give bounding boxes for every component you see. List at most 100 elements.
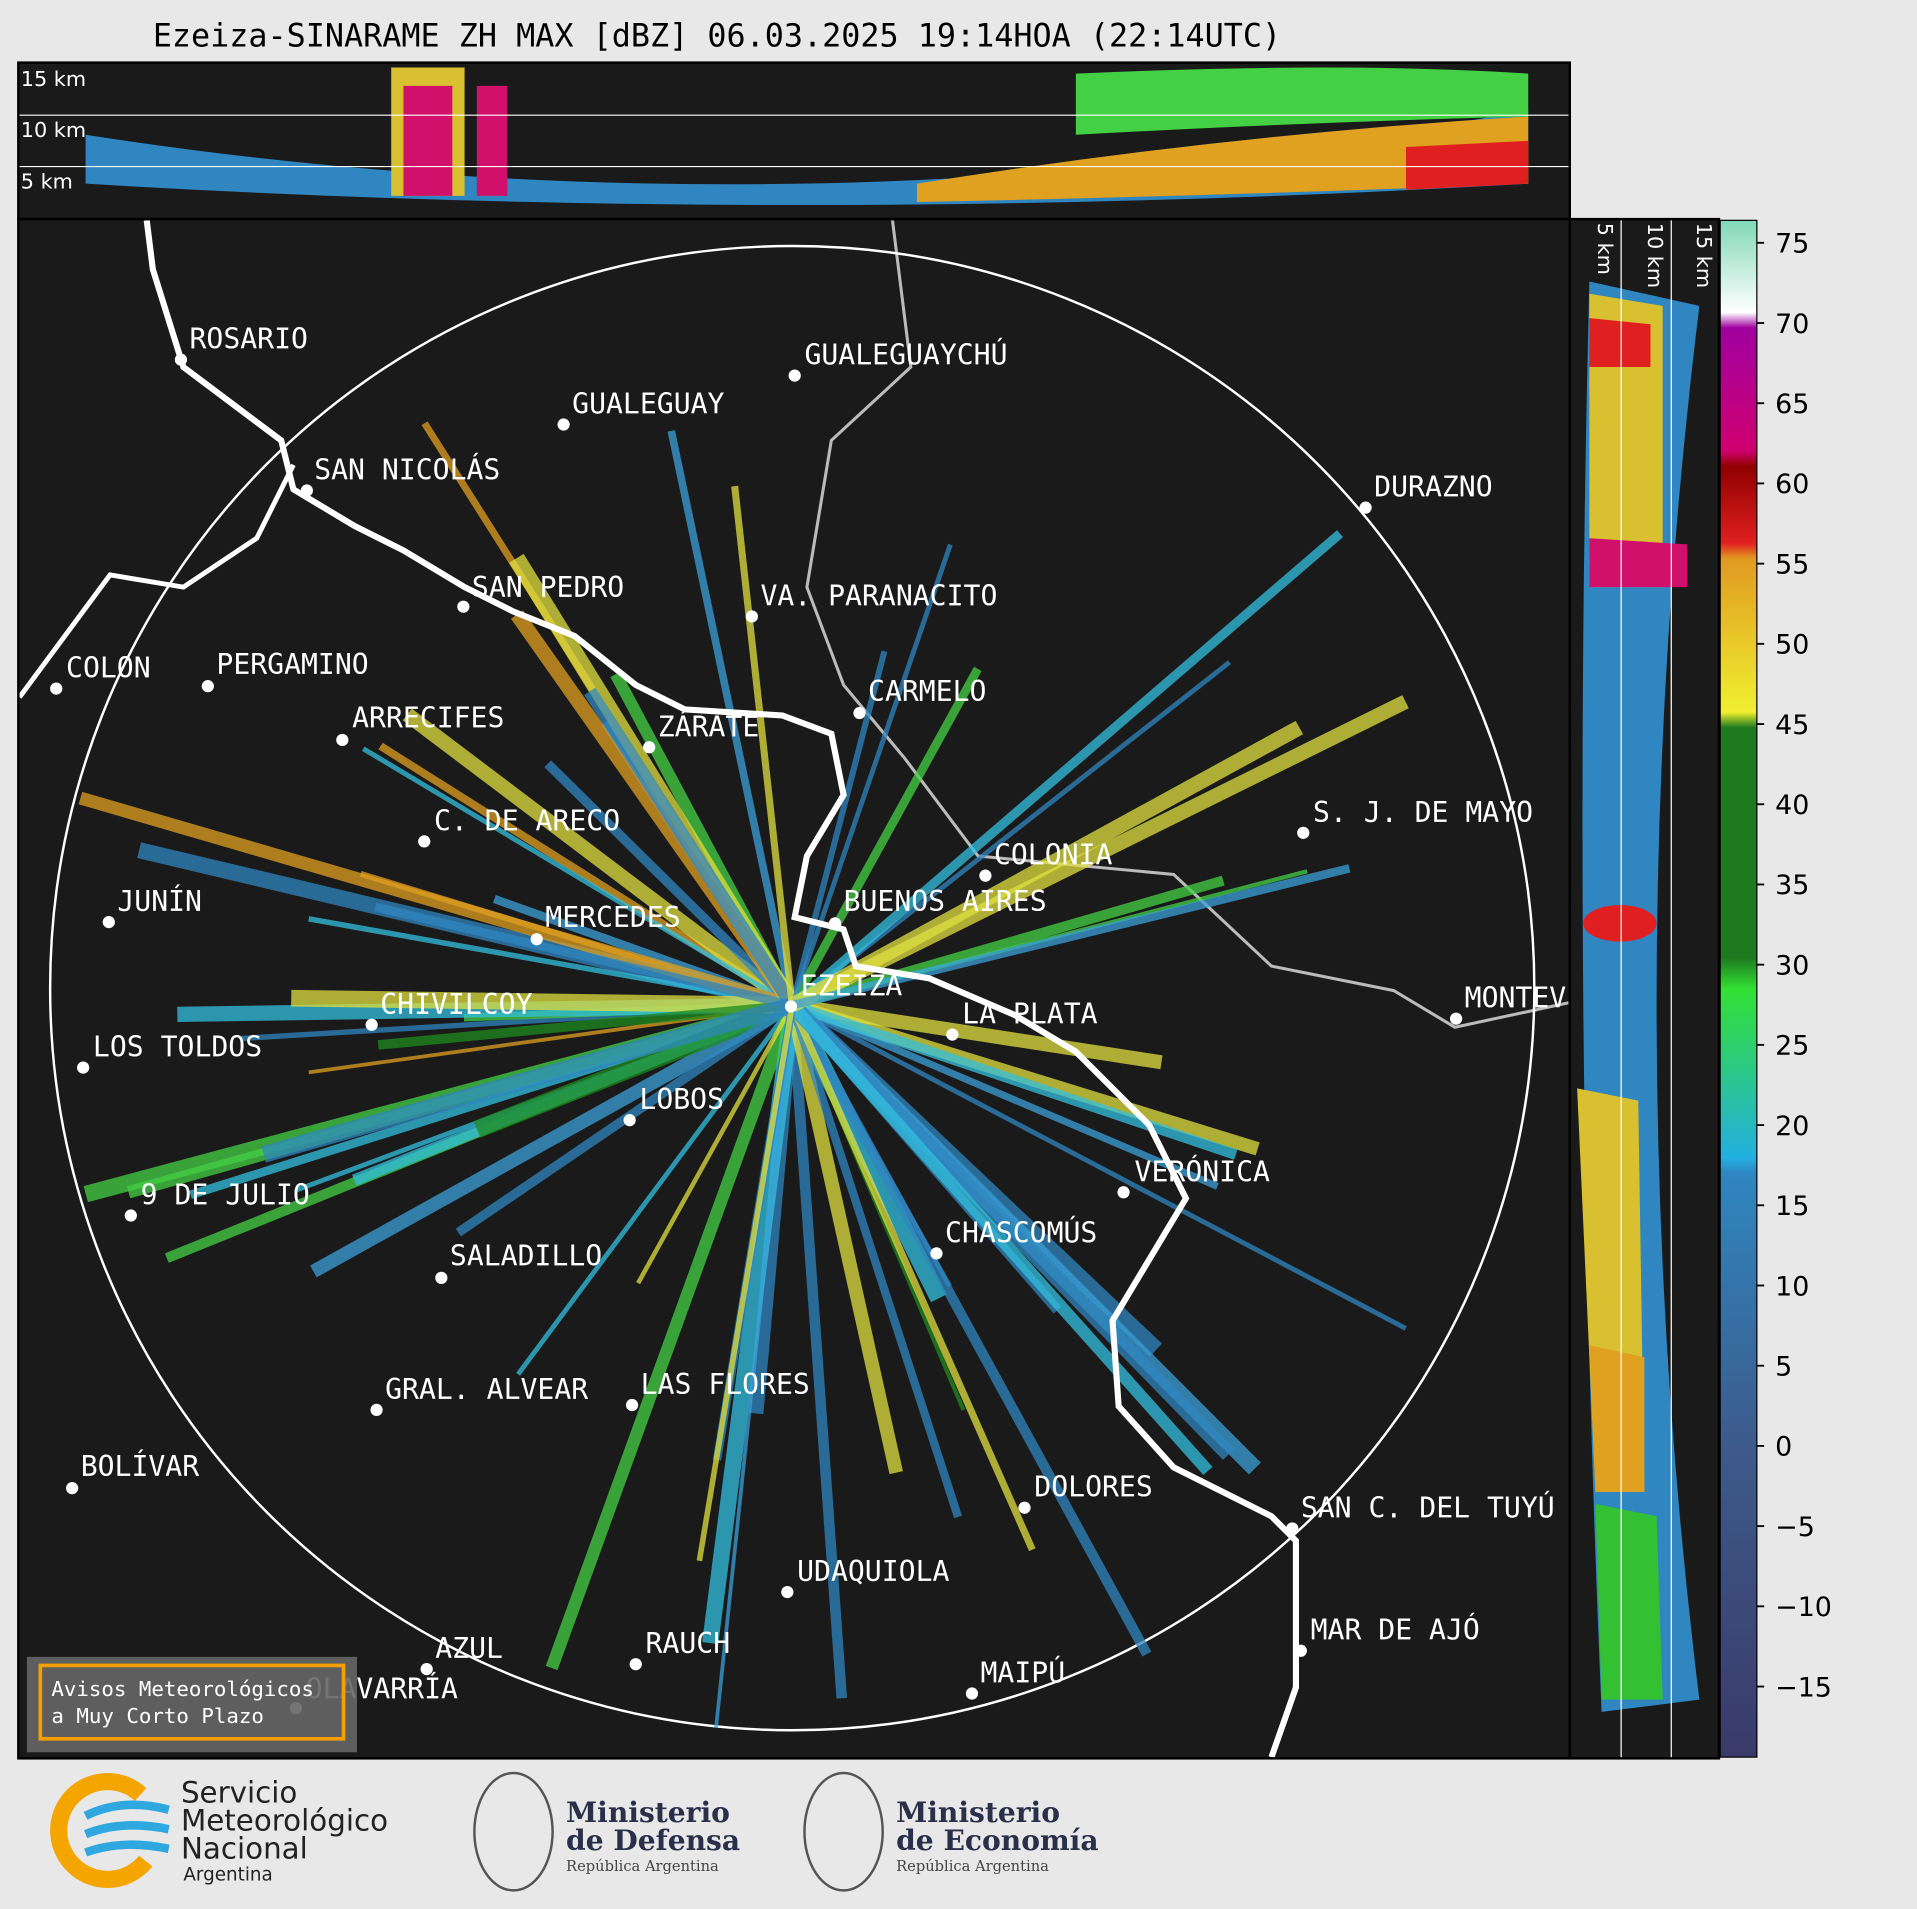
city-label: UDAQUIOLA	[797, 1555, 949, 1588]
radar-ray	[787, 1001, 1213, 1476]
colorbar-tick-label: 55	[1775, 549, 1809, 580]
radar-ray	[789, 650, 888, 1007]
colorbar-tick-label: 5	[1775, 1351, 1792, 1382]
profile-cell	[1405, 140, 1529, 190]
colorbar-tick-label: 50	[1775, 630, 1809, 661]
colorbar-tick-label: 35	[1775, 870, 1809, 901]
city-label: VERÓNICA	[1135, 1154, 1270, 1188]
logo-text: República Argentina	[566, 1858, 719, 1875]
logo-text: Nacional	[181, 1832, 308, 1866]
colorbar-tick-label: 0	[1775, 1432, 1792, 1463]
radar-ray	[636, 1004, 795, 1285]
colorbar	[1719, 219, 1758, 1758]
radar-ray	[789, 530, 1344, 1009]
profile-cell	[403, 85, 453, 196]
colorbar-tick-label: 70	[1775, 309, 1809, 340]
height-label: 5 km	[21, 170, 73, 194]
city-dot	[77, 1061, 90, 1074]
radar-ray	[516, 1003, 795, 1376]
colorbar-tick-label: 45	[1775, 710, 1809, 741]
colorbar-tick-label: −10	[1775, 1592, 1832, 1623]
logo-text: Ministerio	[566, 1796, 730, 1829]
city-label: ROSARIO	[189, 323, 307, 356]
profile-cell	[1589, 538, 1688, 588]
logo-text: de Economía	[896, 1824, 1098, 1857]
city-label: COLON	[66, 652, 151, 685]
city-label: CHIVILCOY	[380, 988, 532, 1021]
logo-text: de Defensa	[566, 1824, 740, 1857]
radar-ray	[308, 916, 793, 1008]
colorbar-tick-label: −5	[1775, 1512, 1815, 1543]
city-dot	[66, 1482, 79, 1495]
city-label: ARRECIFES	[352, 702, 504, 735]
city-dot	[853, 706, 866, 720]
city-label: LAS FLORES	[641, 1368, 810, 1401]
city-dot	[1117, 1186, 1130, 1199]
city-label: MAIPÚ	[981, 1656, 1066, 1690]
profile-cell	[1595, 1504, 1663, 1700]
radar-ray	[374, 902, 794, 1010]
logo-smn	[50, 1773, 166, 1888]
city-dot	[1359, 501, 1372, 514]
notice-text: Avisos Meteorológicos	[51, 1677, 314, 1701]
radar-ray	[789, 543, 953, 1007]
city-dot	[1294, 1644, 1307, 1657]
city-dot	[201, 680, 214, 693]
city-label: ZÁRATE	[658, 709, 760, 743]
colorbar-tick-label: 25	[1775, 1031, 1809, 1062]
city-dot	[788, 369, 801, 382]
city-label: SAN PEDRO	[472, 571, 624, 604]
radar-ray	[786, 1004, 848, 1699]
city-dot	[643, 741, 656, 754]
title: Ezeiza-SINARAME ZH MAX [dBZ] 06.03.2025 …	[153, 19, 1281, 55]
logo-shield	[473, 1771, 554, 1892]
radar-ray	[791, 1003, 1407, 1331]
radar-ray	[791, 864, 1351, 1010]
radar-ray	[78, 791, 795, 1012]
radar-ray	[791, 998, 1163, 1070]
city-dot	[623, 1114, 636, 1127]
city-dot	[930, 1247, 943, 1260]
radar-ray	[261, 997, 795, 1163]
radar-ray	[785, 1003, 903, 1475]
city-dot	[784, 1000, 798, 1013]
city-label: AZUL	[435, 1632, 503, 1665]
colorbar-tick-label: 15	[1775, 1191, 1809, 1222]
city-label: SAN NICOLÁS	[314, 453, 500, 487]
city-label: RAUCH	[646, 1627, 731, 1660]
city-dot	[530, 933, 543, 946]
city-dot	[828, 917, 842, 930]
height-label: 10 km	[1643, 223, 1667, 288]
city-dot	[1449, 1012, 1463, 1025]
profile-cell	[476, 85, 508, 196]
city-dot	[365, 1018, 378, 1031]
border	[19, 463, 296, 699]
city-dot	[50, 682, 63, 695]
city-dot	[418, 835, 431, 848]
city-label: MAR DE AJÓ	[1311, 1613, 1480, 1647]
city-label: PERGAMINO	[216, 648, 368, 681]
logo-text: Meteorológico	[181, 1803, 388, 1837]
city-layer: ROSARIO GUALEGUAYCHÚ GUALEGUAY SAN NICOLÁS D…	[50, 323, 1566, 1715]
city-label: JUNÍN	[117, 884, 202, 918]
city-label: MERCEDES	[545, 901, 680, 934]
city-label: GUALEGUAY	[572, 388, 724, 421]
notice-box[interactable]	[38, 1663, 346, 1741]
city-dot	[745, 610, 758, 623]
radar-ray	[790, 1004, 952, 1288]
city-dot	[420, 1662, 433, 1676]
radar-ray	[584, 687, 798, 1009]
logo-text: Argentina	[183, 1865, 272, 1886]
radar-ray	[310, 999, 796, 1278]
profile-cell	[1589, 1345, 1645, 1492]
city-dot	[625, 1398, 639, 1412]
radar-ray	[714, 1005, 795, 1729]
colorbar-tick-label: 10	[1775, 1271, 1809, 1302]
radar-ray	[696, 1004, 795, 1562]
city-label: COLONIA	[994, 839, 1113, 872]
city-dot	[781, 1585, 794, 1599]
logo-text: Ministerio	[896, 1796, 1060, 1829]
city-label: EZEIZA	[801, 969, 903, 1002]
city-label: MONTEV	[1465, 982, 1567, 1015]
